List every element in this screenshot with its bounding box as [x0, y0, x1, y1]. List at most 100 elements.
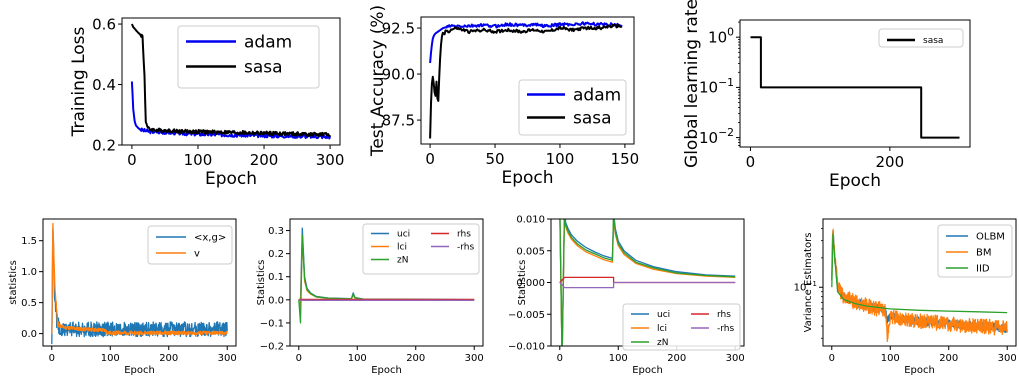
x-tick-label: 300: [726, 353, 745, 364]
x-tick-label: 100: [609, 353, 628, 364]
y-tick-label: 0.6: [92, 15, 116, 33]
y-tick-label: 0.0: [268, 295, 284, 306]
chart-3: 0 200 100 10−1 10−2 Epoch Global learning rate…: [682, 0, 971, 191]
x-tick-label: 100: [546, 150, 575, 168]
legend-frame: [937, 224, 1013, 278]
x-tick-label: 0: [296, 353, 302, 364]
y-tick-label: 10−2: [699, 126, 734, 147]
legend-frame: [878, 28, 964, 48]
legend-frame: [362, 223, 480, 275]
x-tick-label: 0: [425, 150, 435, 168]
y-axis-label: Training Loss: [69, 26, 89, 137]
chart-5: 0 100 200 300 −0.2 −0.1 0.0 0.1 0.2 0.3 Epoch Stati…: [256, 218, 484, 376]
legend-label-zN: zN: [397, 256, 408, 266]
y-tick-label: −0.2: [260, 342, 284, 353]
legend: adam sasa: [177, 25, 320, 89]
y-tick-label: 0.0: [21, 329, 37, 340]
series-group: [559, 219, 736, 346]
y-tick-label: 10−1: [699, 76, 734, 97]
legend-label-zN: zN: [657, 338, 668, 348]
x-axis-label: Epoch: [124, 365, 155, 376]
legend-label-sasa: sasa: [573, 108, 612, 128]
x-tick-label: 50: [485, 150, 504, 168]
axes-frame: [822, 218, 1017, 347]
y-tick-label: 0.000: [516, 278, 545, 289]
legend-label--rhs: -rhs: [457, 243, 474, 253]
y-axis-label: Global learning rate: [682, 0, 702, 168]
series-line-sasa: [429, 23, 623, 139]
legend: uci lci zN rhs -rhs: [362, 223, 480, 275]
x-tick-label: 200: [939, 353, 958, 364]
x-tick-label: 200: [250, 151, 279, 169]
x-tick-label: 200: [406, 353, 425, 364]
series-line-IID: [831, 233, 1008, 314]
x-tick-label: 0: [49, 353, 55, 364]
y-tick-label: 1.0: [21, 267, 37, 278]
x-tick-label: 200: [159, 353, 178, 364]
y-tick-label: 10−1: [794, 279, 817, 294]
series-group: [51, 222, 228, 345]
chart-7: 0 100 200 300 10−1 Epoch Variance Estimators OL…: [794, 218, 1017, 376]
y-tick-label: 90.0: [382, 65, 415, 83]
x-axis-label: Epoch: [205, 169, 257, 189]
legend-label-rhs: rhs: [457, 230, 471, 240]
chart-1: 0 100 200 300 0.2 0.4 0.6 Epoch Training Loss ada…: [69, 15, 344, 189]
legend-label-BM: BM: [976, 248, 992, 259]
legend: OLBM BM IID: [937, 224, 1013, 278]
legend-frame: [622, 303, 741, 351]
x-axis-label: Epoch: [829, 171, 881, 191]
legend-label-adam: adam: [244, 32, 292, 52]
y-tick-label: 0.5: [21, 298, 37, 309]
y-axis-label: statistics: [8, 260, 19, 305]
y-tick-label: −0.010: [508, 342, 545, 353]
x-tick-label: 200: [876, 153, 905, 171]
x-tick-label: 0: [127, 151, 137, 169]
y-tick-label: 100: [708, 26, 734, 47]
y-axis-label: Statistics: [517, 260, 528, 306]
y-tick-label: 0.2: [268, 249, 284, 260]
legend-frame: [147, 225, 233, 265]
x-tick-label: 0: [557, 353, 563, 364]
x-tick-label: 0: [829, 353, 835, 364]
y-tick-label: 92.5: [382, 19, 415, 37]
x-tick-label: 300: [218, 353, 237, 364]
x-tick-label: 100: [101, 353, 120, 364]
series-line-sasa: [130, 23, 331, 137]
chart-6: 0 100 200 300 −0.010 −0.005 0.000 0.005 0.010 Epo…: [508, 215, 745, 377]
legend: adam sasa: [518, 79, 627, 136]
y-tick-label: 0.4: [92, 76, 116, 94]
y-axis-label: Test Accuracy (%): [368, 5, 388, 157]
x-tick-label: 0: [746, 153, 756, 171]
legend-label-OLBM: OLBM: [976, 232, 1005, 243]
legend-label-lci: lci: [657, 324, 667, 334]
series-line-zN: [298, 234, 475, 324]
y-tick-label: 1.5: [21, 236, 37, 247]
x-tick-label: 150: [611, 150, 640, 168]
y-tick-label: 0.2: [92, 136, 116, 154]
x-axis-label: Epoch: [904, 365, 935, 376]
axes-frame: [739, 19, 971, 148]
x-axis-label: Epoch: [632, 365, 663, 376]
legend-label-adam: adam: [573, 85, 621, 105]
x-tick-label: 200: [667, 353, 686, 364]
y-tick-label: 0.1: [268, 272, 284, 283]
legend-label-lci: lci: [397, 243, 407, 253]
series-line-adam: [429, 21, 623, 64]
legend-label-IID: IID: [976, 264, 990, 275]
series-line-rhs: [559, 276, 736, 284]
series-group: [429, 21, 623, 139]
legend-label-v: v: [194, 249, 200, 260]
y-tick-label: 0.010: [516, 215, 545, 226]
legend-label-rhs: rhs: [717, 310, 731, 320]
y-axis-label: Variance Estimators: [803, 233, 814, 333]
series-group: [130, 23, 332, 140]
y-tick-label: −0.005: [508, 310, 545, 321]
x-tick-label: 300: [316, 151, 345, 169]
x-tick-label: 300: [998, 353, 1017, 364]
series-line-zN: [559, 219, 736, 346]
chart-2: 0 50 100 150 87.5 90.0 92.5 Epoch Test Accuracy …: [368, 5, 639, 188]
series-line-BM: [831, 228, 1008, 342]
legend-label-sasa: sasa: [923, 36, 943, 46]
x-tick-label: 100: [184, 151, 213, 169]
